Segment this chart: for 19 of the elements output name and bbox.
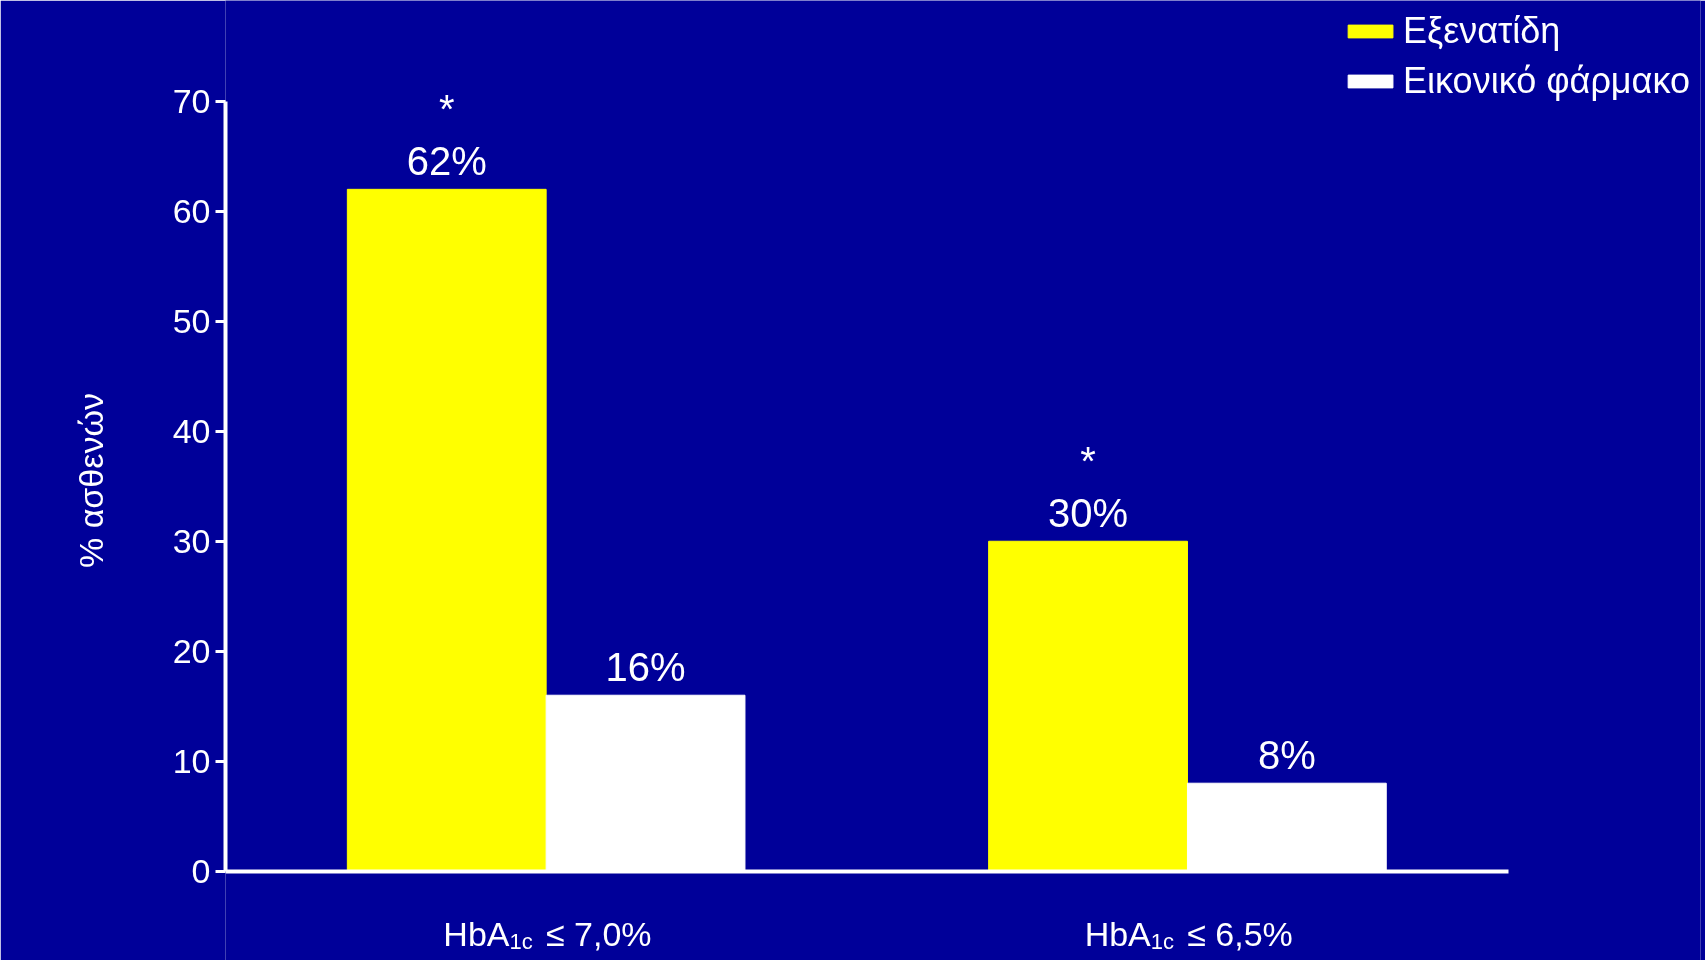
data-label: 62% bbox=[406, 139, 487, 184]
y-tick-label: 30 bbox=[172, 521, 211, 560]
annotation: * bbox=[438, 87, 455, 132]
y-tick-label: 10 bbox=[172, 741, 211, 780]
data-label: 8% bbox=[1257, 733, 1316, 778]
bar bbox=[346, 188, 547, 872]
annotation: * bbox=[1080, 439, 1096, 484]
y-tick-label: 20 bbox=[172, 631, 211, 670]
y-tick-label: 40 bbox=[172, 411, 211, 450]
legend-label: Εξενατίδη bbox=[1403, 10, 1561, 52]
y-axis-title: % ασθενών bbox=[71, 393, 110, 568]
y-tick-label: 50 bbox=[172, 301, 211, 340]
data-label: 30% bbox=[1048, 491, 1129, 536]
y-tick-label: 60 bbox=[172, 191, 211, 230]
y-tick-label: 0 bbox=[191, 851, 211, 890]
legend-label: Εικονικό φάρμακο bbox=[1403, 60, 1690, 102]
y-tick-label: 70 bbox=[172, 81, 211, 120]
bar bbox=[988, 540, 1188, 872]
data-label: 16% bbox=[605, 645, 686, 690]
